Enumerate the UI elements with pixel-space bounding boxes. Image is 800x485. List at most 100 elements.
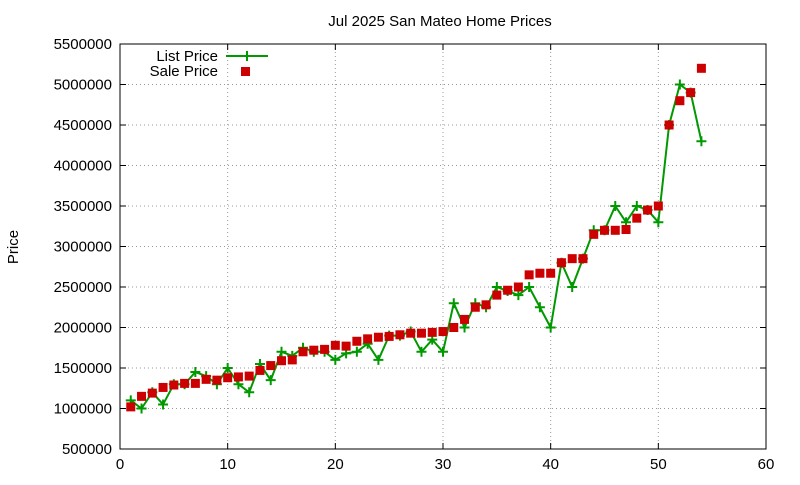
- sale-price-point: [190, 378, 200, 388]
- sale-price-point: [363, 334, 373, 344]
- sale-price-point: [643, 205, 653, 215]
- list-price-point: [276, 346, 287, 357]
- sale-price-point: [309, 345, 319, 355]
- sale-price-point: [632, 213, 642, 223]
- list-price-point: [190, 367, 201, 378]
- list-price-point: [696, 136, 707, 147]
- list-price-point: [351, 346, 362, 357]
- sale-price-point: [524, 270, 534, 280]
- y-tick-label: 5000000: [54, 77, 112, 94]
- x-tick-label: 60: [758, 456, 775, 473]
- list-price-point: [136, 403, 147, 414]
- sale-price-point: [137, 391, 147, 401]
- list-price-point: [534, 302, 545, 313]
- y-axis-label: Price: [5, 230, 22, 264]
- y-tick-label: 2000000: [54, 320, 112, 337]
- sale-price-point: [600, 225, 609, 235]
- sale-price-point: [546, 268, 556, 278]
- sale-price-point: [395, 330, 405, 340]
- sale-price-point: [255, 365, 265, 375]
- sale-price-point: [320, 344, 330, 354]
- sale-price-point: [664, 120, 674, 130]
- sale-price-point: [567, 254, 577, 264]
- sale-price-point: [470, 302, 480, 312]
- x-tick-label: 10: [219, 456, 236, 473]
- list-price-point: [416, 346, 427, 357]
- y-tick-label: 3000000: [54, 239, 112, 256]
- sale-price-point: [686, 88, 696, 98]
- sale-price-point: [352, 336, 362, 346]
- sale-price-point: [277, 356, 286, 366]
- list-price-point: [513, 290, 524, 301]
- list-price-point: [448, 298, 459, 309]
- list-price-point: [330, 354, 341, 365]
- sale-price-point: [158, 382, 168, 392]
- y-tick-label: 5500000: [54, 36, 112, 53]
- sale-price-point: [621, 224, 631, 234]
- sale-price-point: [233, 372, 243, 382]
- legend-label-sale-price: Sale Price: [150, 63, 218, 80]
- x-tick-label: 20: [327, 456, 344, 473]
- y-tick-label: 4000000: [54, 158, 112, 175]
- list-price-point: [491, 282, 502, 292]
- sale-price-point: [438, 327, 448, 337]
- list-price-point: [438, 346, 448, 357]
- y-tick-label: 1000000: [54, 401, 112, 418]
- sale-price-point: [244, 371, 254, 381]
- sale-price-point: [675, 96, 685, 106]
- axes-layer: 0 10 20 30 40 50 60 500000 1000000 1500000 2000000…: [54, 36, 775, 473]
- sale-price-point: [298, 347, 308, 357]
- series-layer: [125, 63, 707, 414]
- sale-price-point: [556, 258, 566, 268]
- sale-price-point: [330, 340, 340, 350]
- x-tick-label: 0: [116, 456, 124, 473]
- list-price-point: [373, 354, 384, 365]
- sale-price-point: [212, 375, 222, 385]
- y-tick-label: 4500000: [54, 117, 112, 134]
- legend-label-list-price: List Price: [156, 48, 218, 65]
- sale-price-point: [460, 314, 470, 324]
- legend: List Price Sale Price: [150, 48, 268, 80]
- list-price-point: [222, 363, 233, 373]
- list-price-point: [567, 282, 578, 292]
- list-price-point: [265, 375, 276, 386]
- sale-price-point: [341, 341, 351, 351]
- sale-price-point: [535, 268, 545, 278]
- sale-price-point: [416, 328, 426, 338]
- list-price-point: [244, 387, 255, 398]
- y-tick-label: 2500000: [54, 279, 112, 296]
- y-tick-label: 1500000: [54, 360, 112, 377]
- legend-marker-list-price: [242, 51, 252, 61]
- y-tick-label: 500000: [62, 441, 112, 458]
- sale-price-point: [223, 373, 233, 383]
- y-tick-label: 3500000: [54, 198, 112, 215]
- list-price-point: [674, 79, 685, 90]
- sale-price-point: [578, 254, 588, 264]
- x-tick-label: 30: [435, 456, 452, 473]
- list-price-point: [610, 201, 621, 211]
- x-tick-label: 50: [650, 456, 667, 473]
- sale-price-point: [696, 63, 706, 73]
- sale-price-point: [406, 328, 416, 338]
- sale-price-point: [449, 323, 459, 332]
- sale-price-point: [589, 229, 599, 239]
- list-price-point: [653, 217, 664, 228]
- sale-price-point: [492, 290, 502, 300]
- list-price-point: [158, 399, 169, 410]
- sale-price-point: [126, 402, 136, 412]
- sale-price-point: [503, 285, 513, 295]
- sale-price-point: [201, 374, 211, 384]
- sale-price-point: [427, 327, 437, 337]
- sale-price-point: [266, 361, 276, 371]
- list-price-point: [545, 322, 556, 333]
- list-price-point: [631, 201, 642, 211]
- sale-price-point: [653, 201, 663, 211]
- sale-price-point: [373, 332, 383, 342]
- sale-price-point: [169, 380, 179, 390]
- list-price-point: [524, 282, 535, 292]
- sale-price-point: [481, 300, 491, 310]
- sale-price-point: [180, 378, 190, 388]
- sale-price-point: [610, 225, 620, 235]
